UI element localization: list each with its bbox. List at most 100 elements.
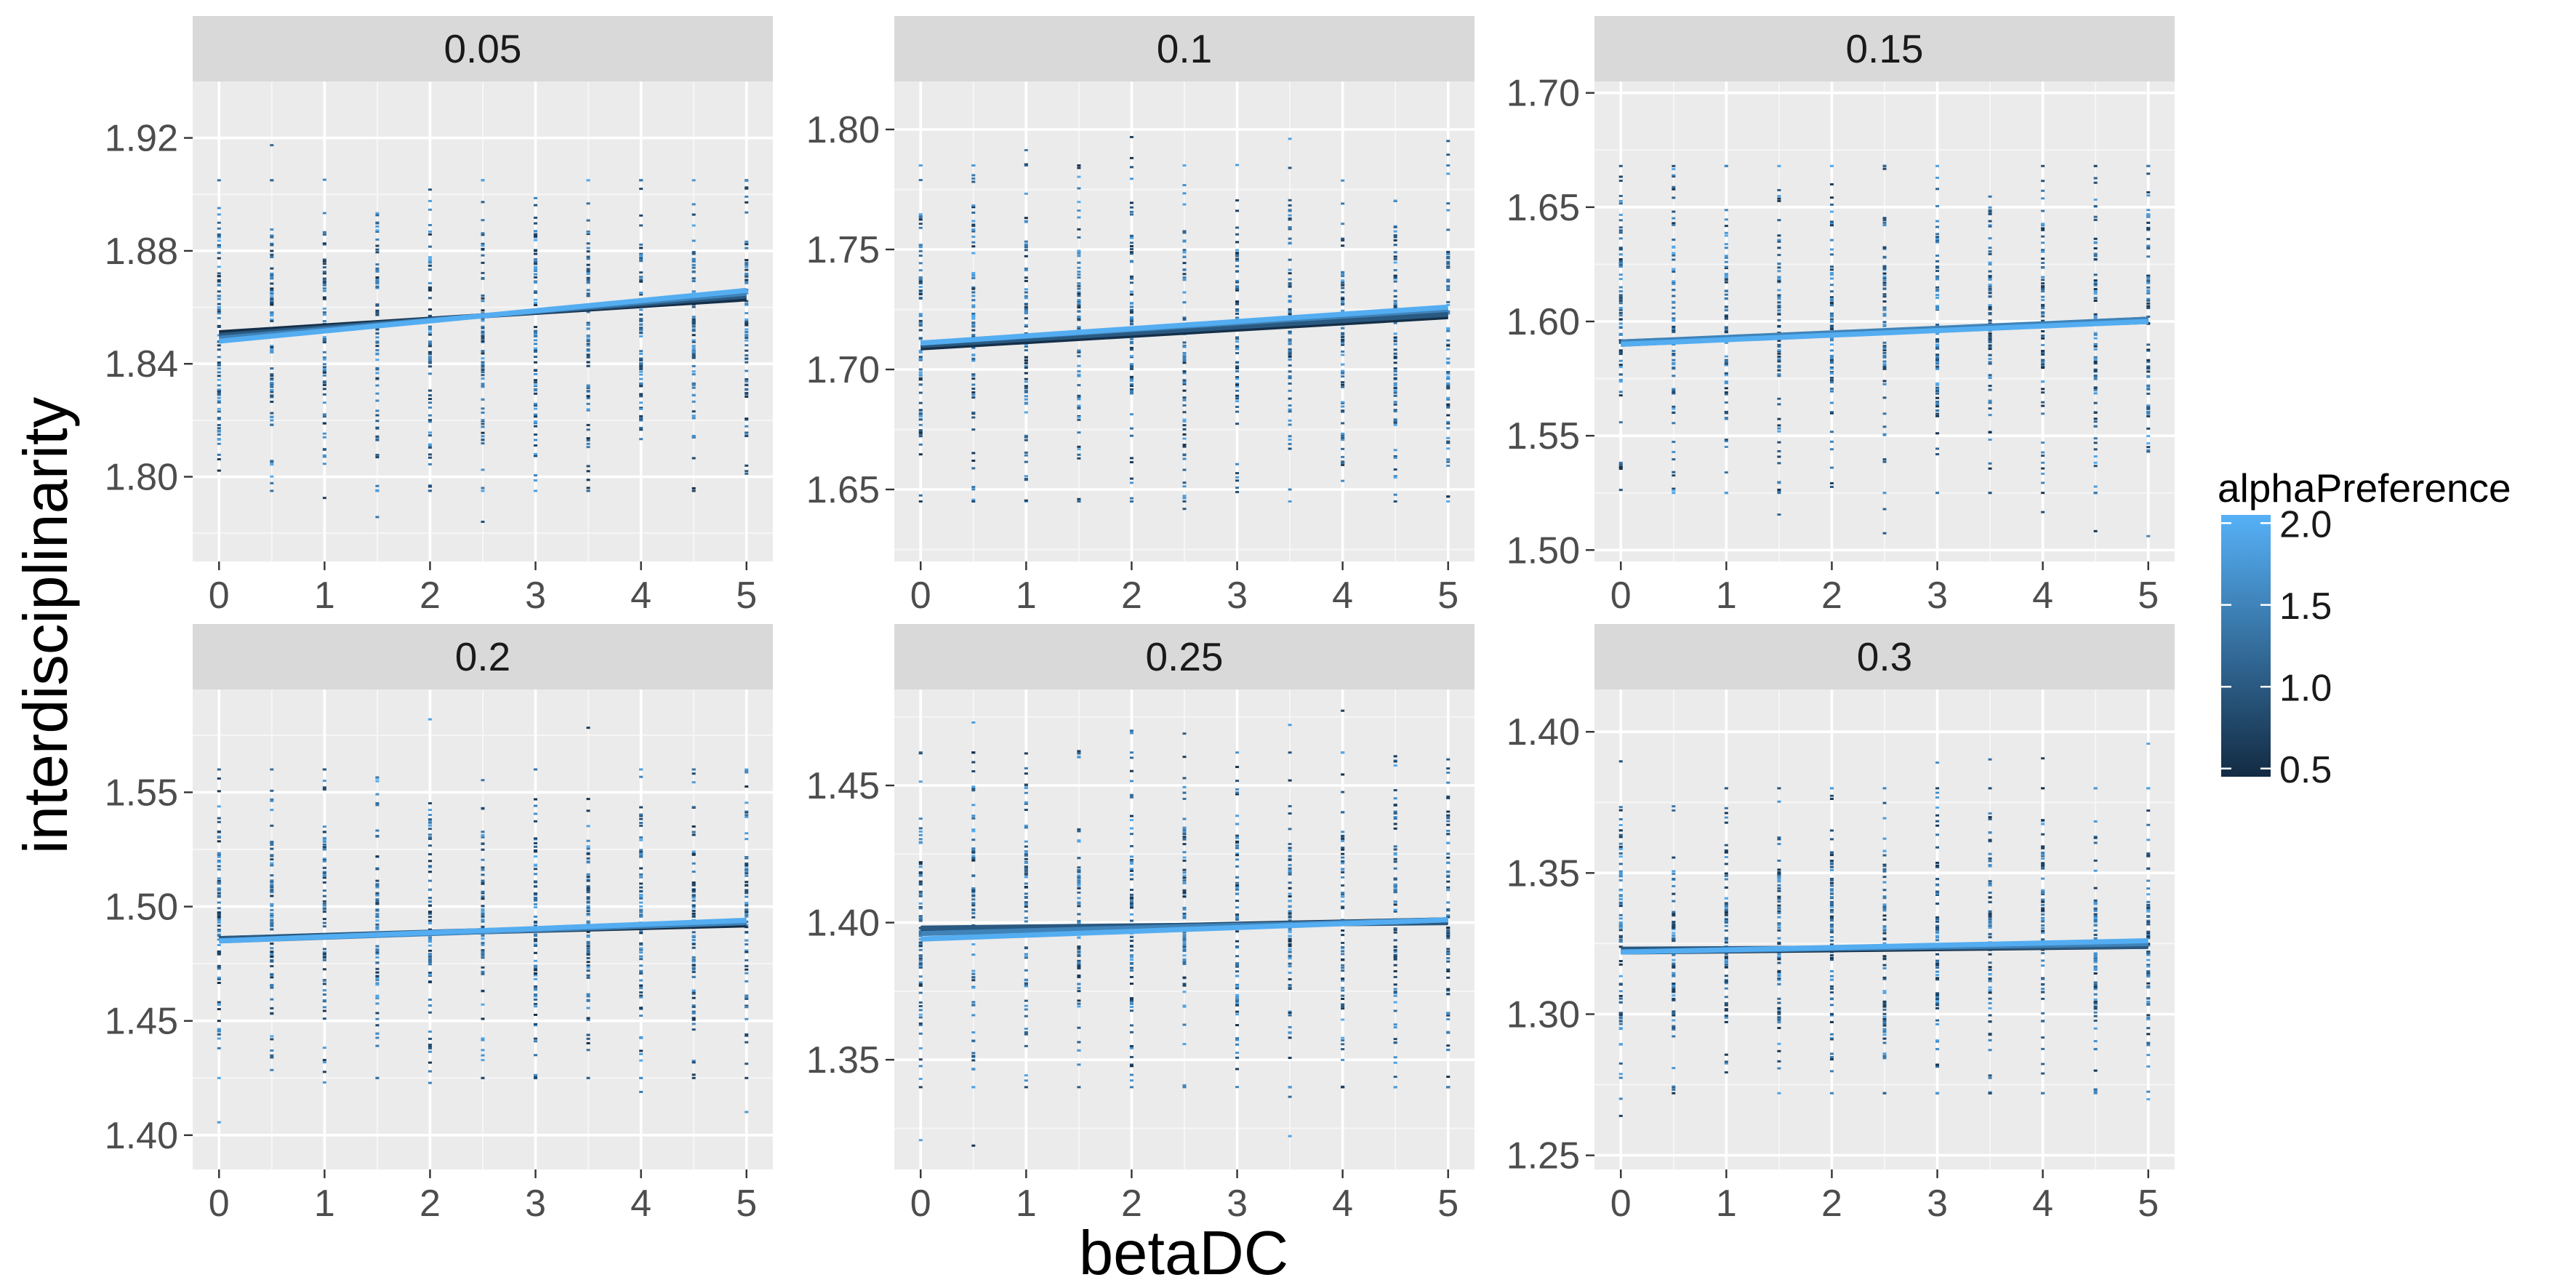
data-point xyxy=(217,233,221,236)
data-point xyxy=(534,351,538,353)
data-point xyxy=(1235,844,1240,847)
data-point xyxy=(270,396,274,399)
data-point xyxy=(322,340,326,343)
data-point xyxy=(1446,880,1450,883)
data-point xyxy=(322,388,326,391)
data-point xyxy=(481,363,485,366)
data-point xyxy=(481,233,485,236)
data-point xyxy=(1024,983,1028,986)
data-point xyxy=(217,895,221,898)
data-point xyxy=(1024,892,1028,895)
data-point xyxy=(1235,881,1240,884)
data-point xyxy=(918,975,923,978)
data-point xyxy=(1446,339,1450,342)
data-point xyxy=(428,865,432,868)
data-point xyxy=(971,357,976,360)
data-point xyxy=(322,279,326,282)
data-point xyxy=(971,1055,976,1057)
data-point xyxy=(1724,305,1728,308)
data-point xyxy=(639,947,643,950)
data-point xyxy=(1446,500,1450,503)
data-point xyxy=(1024,862,1028,865)
data-point xyxy=(2146,191,2151,193)
data-point xyxy=(1935,878,1940,881)
data-point xyxy=(1077,830,1081,833)
data-point xyxy=(1618,286,1623,289)
data-point-outlier xyxy=(691,894,696,897)
data-point xyxy=(1777,305,1781,308)
data-point xyxy=(1446,427,1450,430)
data-point xyxy=(1935,255,1940,257)
data-point xyxy=(1129,213,1133,216)
data-point xyxy=(918,293,923,296)
data-point xyxy=(534,292,538,295)
data-point xyxy=(586,1033,590,1036)
data-point xyxy=(270,345,274,348)
data-point xyxy=(428,1030,432,1033)
data-point xyxy=(971,223,976,226)
data-point xyxy=(586,361,590,364)
data-point xyxy=(481,892,485,895)
data-point xyxy=(1988,857,1992,860)
data-point xyxy=(1024,411,1028,414)
data-point xyxy=(1077,887,1081,889)
data-point xyxy=(1935,188,1940,191)
data-point xyxy=(1182,962,1187,965)
data-point xyxy=(1618,917,1623,920)
data-point xyxy=(971,287,976,290)
data-point xyxy=(918,322,923,325)
data-point xyxy=(1129,293,1133,296)
data-point xyxy=(1341,244,1345,247)
data-point xyxy=(1182,948,1187,951)
data-point-outlier xyxy=(745,187,749,190)
data-point xyxy=(217,399,221,402)
data-point xyxy=(918,841,923,844)
data-point xyxy=(2093,247,2098,249)
data-point xyxy=(1829,222,1834,225)
data-point xyxy=(322,335,326,338)
data-point xyxy=(1988,918,1992,921)
data-point xyxy=(1672,388,1676,391)
data-point xyxy=(1724,209,1728,212)
data-point xyxy=(481,271,485,274)
x-tick-label: 1 xyxy=(1016,1183,1037,1225)
data-point xyxy=(1341,223,1345,225)
data-point xyxy=(1446,916,1450,919)
data-point xyxy=(2093,290,2098,293)
data-point xyxy=(217,868,221,871)
data-point xyxy=(586,278,590,281)
data-point xyxy=(971,887,976,890)
data-point xyxy=(534,985,538,988)
data-point xyxy=(1446,377,1450,380)
data-point xyxy=(971,314,976,317)
data-point xyxy=(1182,871,1187,874)
data-point xyxy=(691,352,696,355)
data-point xyxy=(375,353,380,356)
data-point xyxy=(1288,912,1292,915)
data-point xyxy=(270,287,274,290)
data-point xyxy=(691,349,696,352)
data-point xyxy=(270,1049,274,1052)
data-point xyxy=(2146,435,2151,438)
data-point xyxy=(918,246,923,249)
data-point xyxy=(1077,164,1081,167)
data-point xyxy=(1672,174,1676,177)
data-point xyxy=(1724,331,1728,334)
data-point xyxy=(639,836,643,839)
data-point xyxy=(375,1012,380,1015)
facet-strip xyxy=(894,16,1474,81)
data-point xyxy=(1829,879,1834,882)
data-point xyxy=(1724,314,1728,317)
data-point xyxy=(1393,910,1397,913)
data-point xyxy=(1393,857,1397,860)
data-point xyxy=(691,291,696,294)
data-point xyxy=(1988,921,1992,924)
data-point xyxy=(534,1075,538,1078)
data-point xyxy=(1777,490,1781,493)
data-point xyxy=(1988,812,1992,815)
data-point xyxy=(1077,302,1081,305)
data-point xyxy=(1182,856,1187,859)
data-point xyxy=(971,353,976,356)
data-point xyxy=(1182,949,1187,952)
data-point xyxy=(1672,990,1676,993)
